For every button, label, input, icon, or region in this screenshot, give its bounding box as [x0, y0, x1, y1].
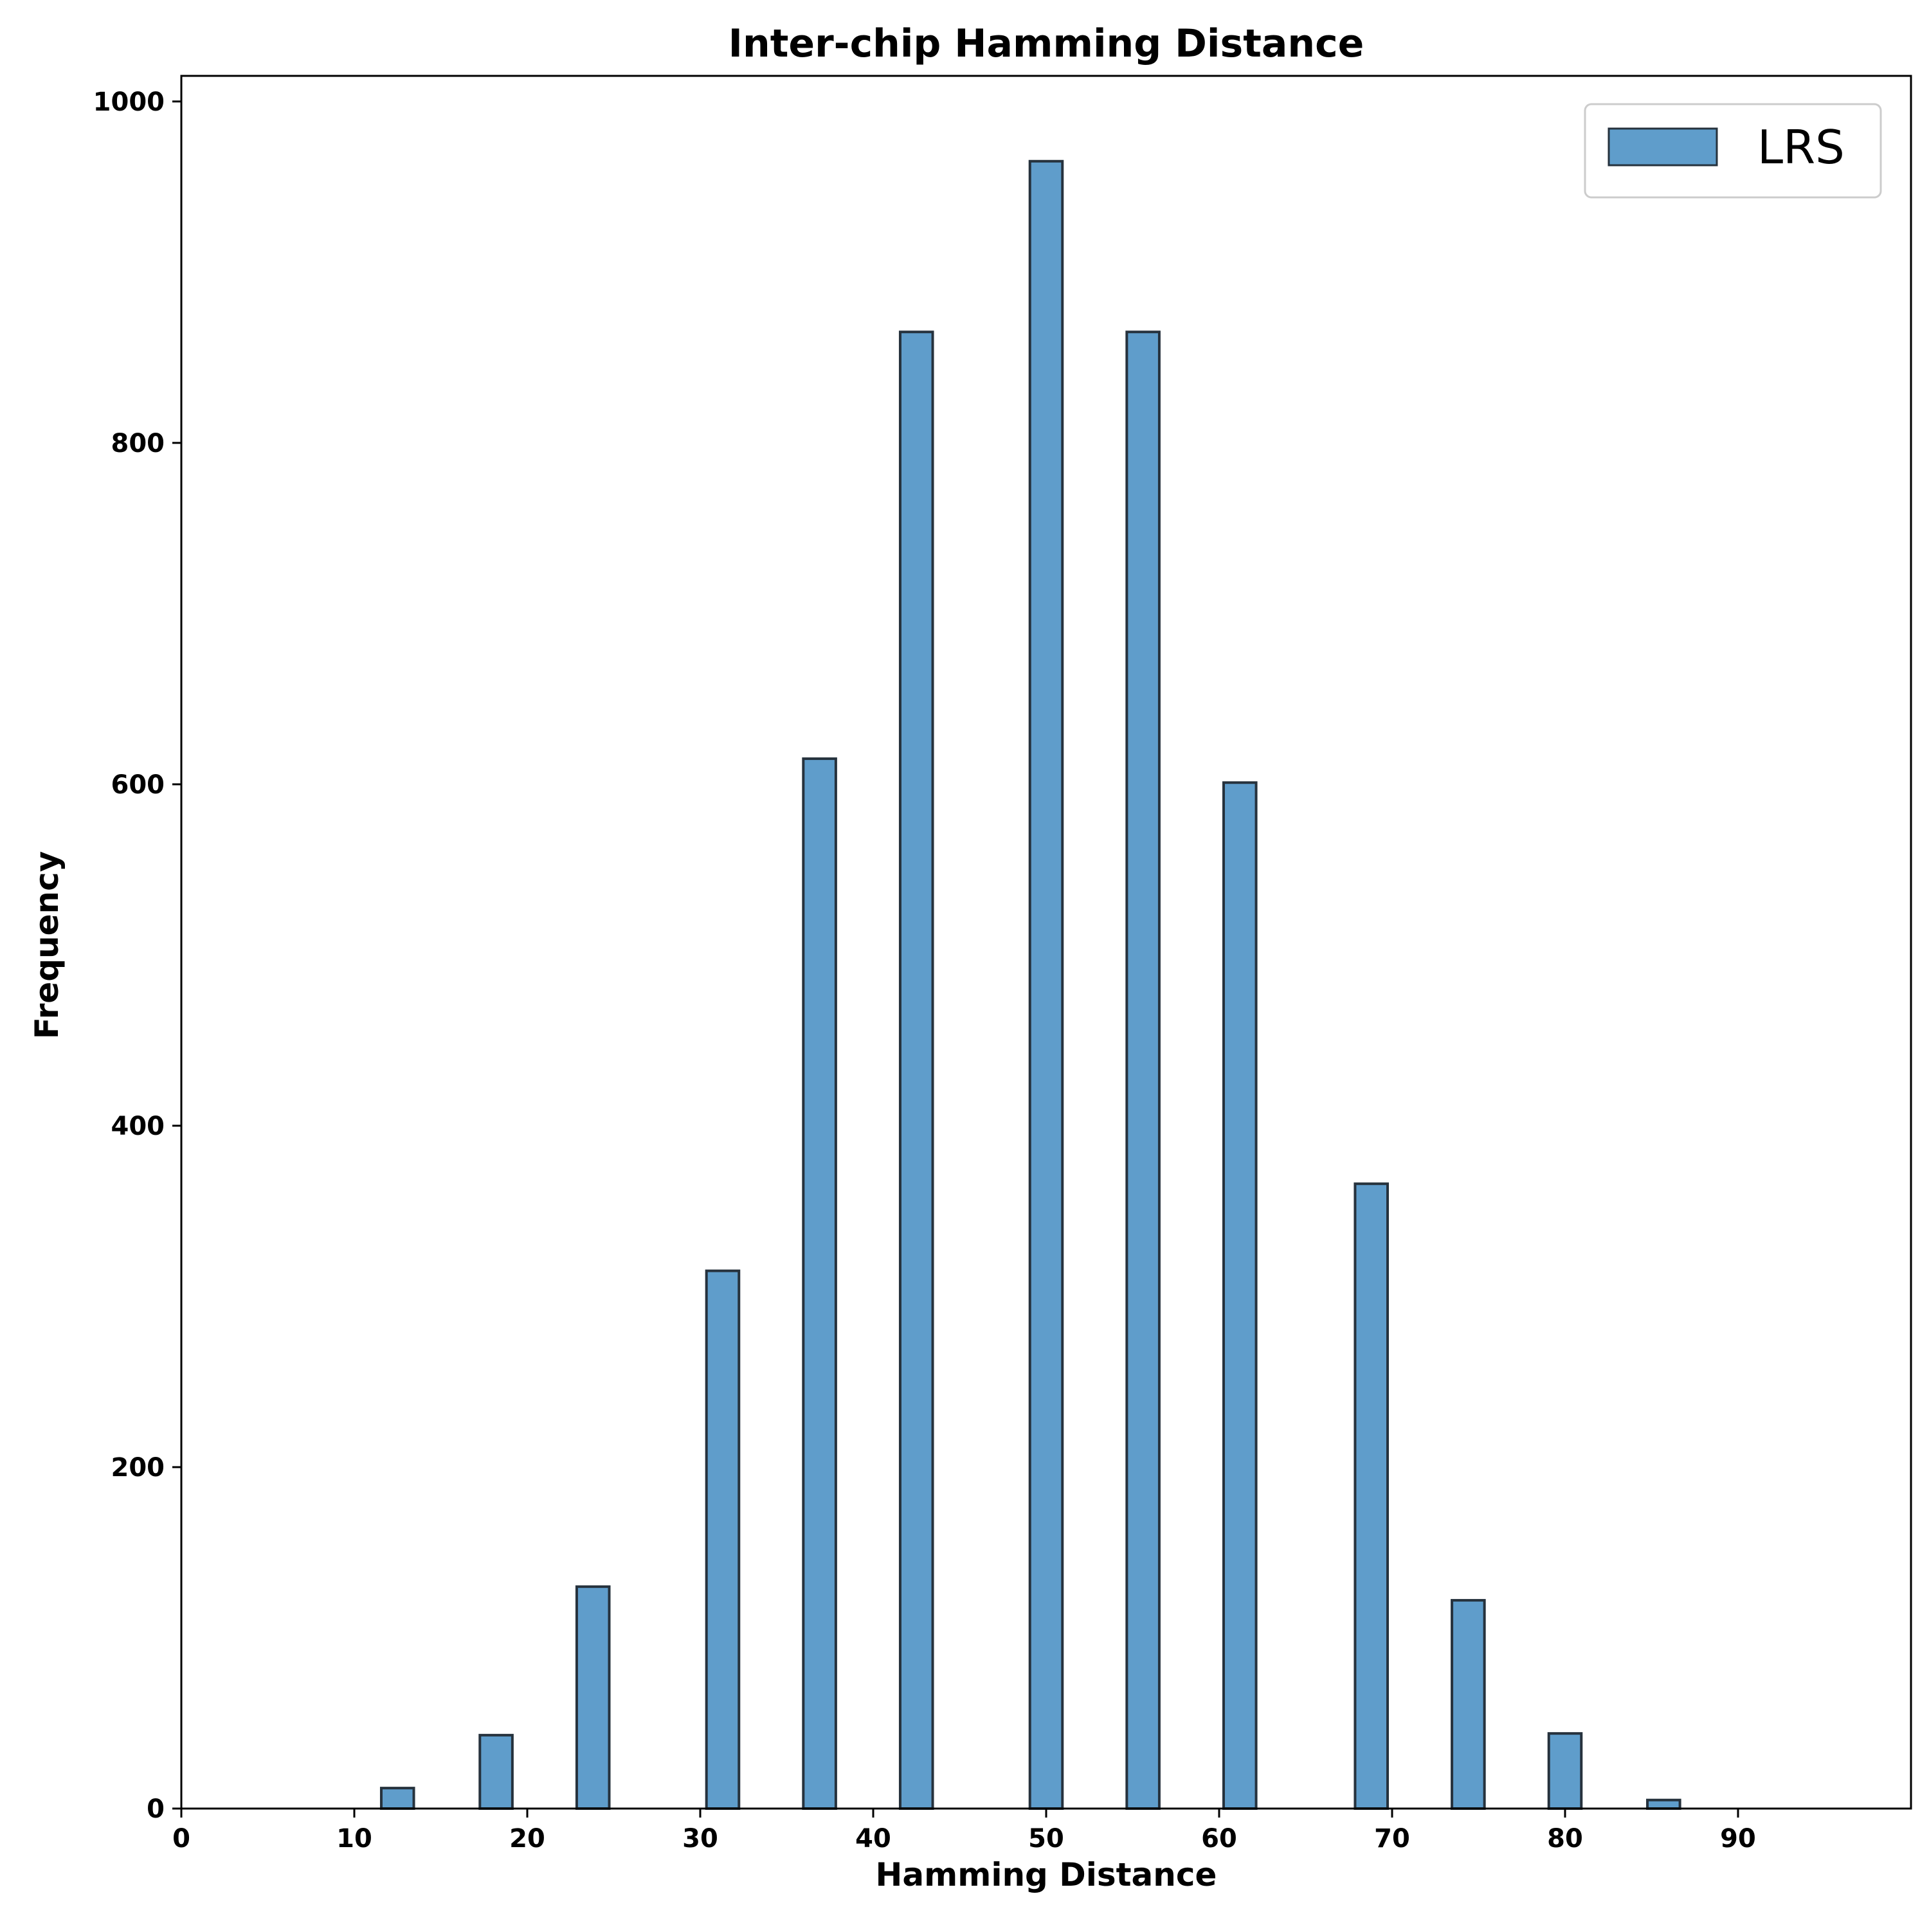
y-ticks-layer: 0 200 400 600 800 1000 — [93, 87, 181, 1824]
x-tick-label: 60 — [1201, 1824, 1237, 1854]
y-tick-label: 400 — [111, 1112, 165, 1141]
x-ticks-layer: 0 10 20 30 40 50 60 70 80 90 — [172, 1809, 1756, 1854]
histogram-bar — [478, 1733, 514, 1810]
legend-box — [1584, 103, 1882, 199]
histogram-bar — [1354, 1182, 1390, 1810]
y-tick-label: 1000 — [93, 87, 165, 117]
x-tick-label: 40 — [855, 1824, 891, 1854]
histogram-bar — [898, 330, 934, 1810]
x-axis-title: Hamming Distance — [876, 1856, 1217, 1893]
legend-swatch-lrs — [1608, 127, 1718, 167]
x-tick-label: 20 — [509, 1824, 545, 1854]
histogram-bar — [705, 1269, 741, 1810]
histogram-bar — [1125, 330, 1161, 1810]
y-tick-label: 200 — [111, 1453, 165, 1483]
legend-label-lrs: LRS — [1757, 120, 1845, 174]
x-tick-label: 80 — [1547, 1824, 1583, 1854]
histogram-bar — [1028, 159, 1064, 1810]
x-tick-label: 70 — [1374, 1824, 1410, 1854]
histogram-bar — [1646, 1798, 1681, 1810]
y-tick-label: 600 — [111, 770, 165, 800]
histogram-bar — [575, 1585, 611, 1810]
plot-frame — [180, 75, 1912, 1810]
histogram-bar — [1451, 1599, 1486, 1810]
y-tick-label: 800 — [111, 429, 165, 458]
histogram-bar — [1547, 1732, 1583, 1810]
histogram-bar — [802, 757, 837, 1810]
y-tick-label: 0 — [147, 1794, 165, 1824]
y-axis-title: Frequency — [28, 851, 66, 1040]
chart-title: Inter-chip Hamming Distance — [729, 21, 1364, 66]
legend: LRS — [1584, 103, 1882, 199]
histogram-bar — [1222, 781, 1258, 1810]
x-tick-label: 30 — [682, 1824, 718, 1854]
x-tick-label: 90 — [1720, 1824, 1756, 1854]
x-tick-label: 10 — [336, 1824, 372, 1854]
histogram-bar — [379, 1787, 415, 1810]
x-tick-label: 50 — [1028, 1824, 1064, 1854]
x-tick-label: 0 — [172, 1824, 190, 1854]
